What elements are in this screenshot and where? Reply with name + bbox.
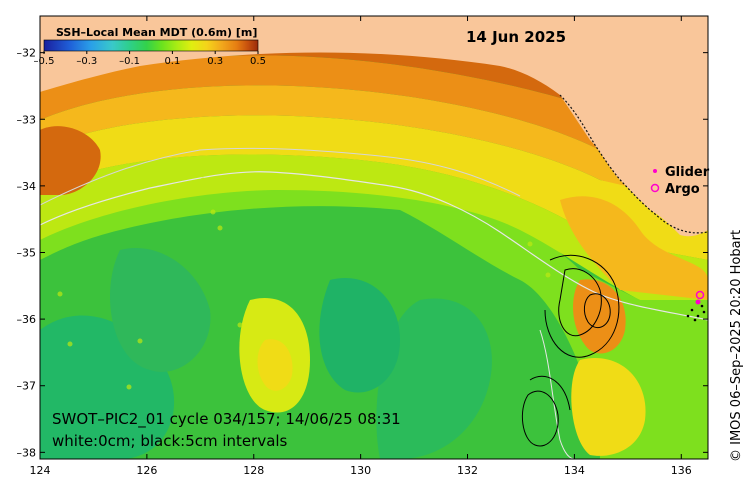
yellow-eddy-west-core <box>257 339 293 391</box>
glider-legend-label: Glider <box>665 165 710 180</box>
date-label: 14 Jun 2025 <box>466 28 566 46</box>
yellow-coastal-band <box>40 115 708 260</box>
x-tick-label: 126 <box>136 464 157 477</box>
colorbar-tick-label: 0.5 <box>250 56 266 67</box>
glider-legend-icon <box>653 169 657 173</box>
land-mass <box>40 16 708 237</box>
y-tick-label: –32 <box>17 47 37 60</box>
legend: Glider Argo <box>650 165 710 197</box>
argo-legend-icon <box>650 183 660 193</box>
argo-legend-label: Argo <box>665 182 700 197</box>
x-tick-label: 136 <box>671 464 692 477</box>
colorbar-title: SSH–Local Mean MDT (0.6m) [m] <box>56 26 257 39</box>
colorbar-tick-label: –0.5 <box>34 56 55 67</box>
coastline <box>559 94 708 234</box>
glider-marker <box>695 299 701 305</box>
colorbar-ticks: –0.5 –0.3 –0.1 0.1 0.3 0.5 <box>34 51 266 67</box>
info-line-1: SWOT–PIC2_01 cycle 034/157; 14/06/25 08:… <box>52 410 401 429</box>
warm-blob-west <box>40 126 101 195</box>
y-tick-label: –35 <box>17 246 37 259</box>
yellow-green-arm <box>40 154 708 300</box>
y-tick-label: –33 <box>17 113 37 126</box>
colorbar-tick-label: –0.3 <box>76 56 97 67</box>
x-tick-label: 124 <box>30 464 51 477</box>
credit-text: © IMOS 06–Sep–2025 20:20 Hobart <box>729 230 744 462</box>
x-tick-label: 128 <box>243 464 264 477</box>
y-tick-label: –36 <box>17 313 37 326</box>
data-points <box>57 177 551 390</box>
colorbar-gradient <box>43 39 259 52</box>
y-axis-ticks: –32 –33 –34 –35 –36 –37 –38 <box>17 47 708 459</box>
x-tick-label: 132 <box>457 464 478 477</box>
orange-band <box>40 55 708 165</box>
plot-area <box>40 16 708 459</box>
zero-contour-line <box>40 171 708 321</box>
colorbar-tick-label: 0.3 <box>207 56 223 67</box>
x-tick-label: 134 <box>564 464 585 477</box>
zero-contour-line-3 <box>539 329 576 459</box>
green-eddy-south-central <box>376 298 492 459</box>
y-tick-label: –34 <box>17 180 37 193</box>
black-contours <box>521 254 620 447</box>
coastal-orange-strip <box>560 196 708 300</box>
zero-contour-line-2 <box>40 147 521 206</box>
x-axis-ticks: 124 126 128 130 132 134 136 <box>30 16 692 477</box>
coastal-dots <box>686 304 706 322</box>
yellow-orange-band <box>40 85 708 205</box>
y-tick-label: –38 <box>17 446 37 459</box>
colorbar: SSH–Local Mean MDT (0.6m) [m] –0.5 –0.3 –0… <box>34 26 266 67</box>
argo-marker <box>695 290 705 300</box>
colorbar-tick-label: –0.1 <box>119 56 140 67</box>
y-tick-label: –37 <box>17 380 37 393</box>
yellow-eddy-east <box>571 358 646 456</box>
green-eddy-central <box>319 278 400 393</box>
green-eddy-west <box>110 248 211 372</box>
light-green-band <box>40 171 708 459</box>
plot-frame <box>39 15 709 460</box>
colorbar-tick-label: 0.1 <box>164 56 180 67</box>
info-line-2: white:0cm; black:5cm intervals <box>52 432 288 450</box>
x-tick-label: 130 <box>350 464 371 477</box>
